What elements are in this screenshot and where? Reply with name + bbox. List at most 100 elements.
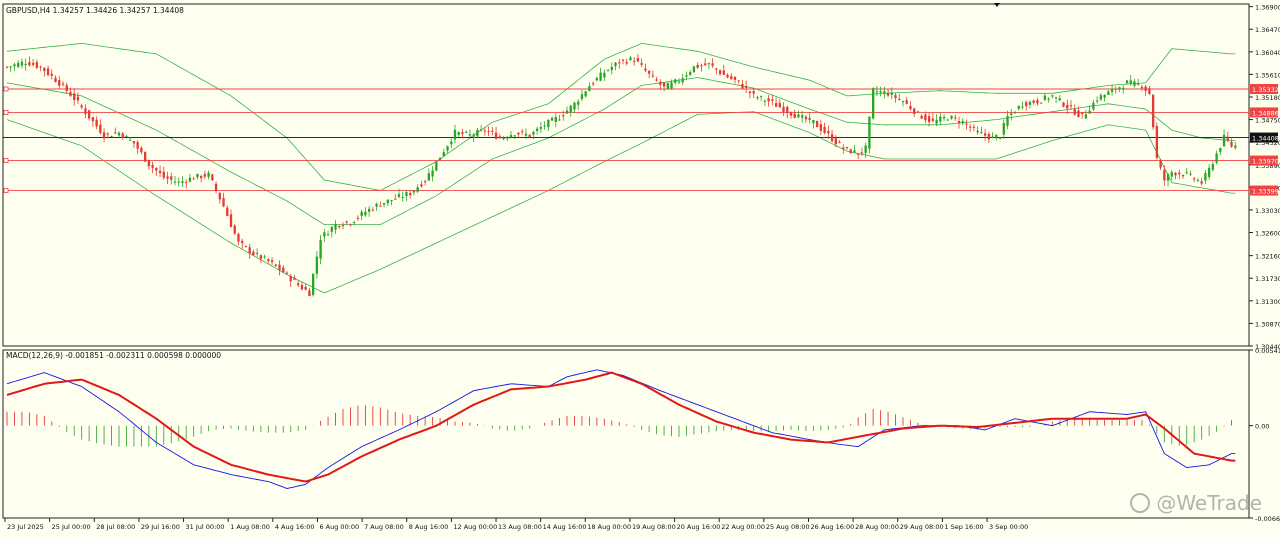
candle-bullish: [1013, 112, 1017, 114]
candle-bearish: [633, 60, 636, 62]
candle-bearish: [957, 121, 961, 124]
candle-bearish: [965, 123, 968, 125]
watermark-text: @WeTrade: [1156, 491, 1262, 515]
candle-bearish: [1140, 86, 1144, 89]
candle-bullish: [1211, 164, 1215, 170]
candle-bearish: [102, 132, 106, 139]
candle-bullish: [386, 199, 389, 204]
candle-bearish: [931, 118, 935, 121]
candle-bearish: [461, 132, 464, 134]
candle-bullish: [812, 119, 815, 124]
candle-bullish: [506, 137, 509, 139]
candle-bullish: [315, 256, 319, 274]
candle-bearish: [31, 62, 35, 65]
candle-bullish: [382, 202, 386, 205]
price-tick-label: 1.36470: [1255, 26, 1280, 34]
candle-bullish: [465, 131, 468, 133]
candle-bullish: [1166, 174, 1170, 181]
candle-bearish: [394, 198, 397, 200]
candle-bullish: [584, 91, 587, 97]
candle-bearish: [703, 63, 707, 66]
candle-bullish: [1103, 94, 1106, 98]
candle-bullish: [1215, 153, 1218, 163]
candle-bullish: [991, 136, 994, 139]
candle-bearish: [483, 130, 487, 132]
candle-bullish: [513, 135, 516, 137]
candle-bearish: [644, 68, 647, 71]
candle-bullish: [1021, 106, 1024, 108]
candle-bullish: [375, 203, 378, 207]
candle-bullish: [875, 91, 879, 93]
time-tick-label: 25 Aug 08:00: [766, 523, 810, 531]
time-tick-label: 4 Aug 16:00: [275, 523, 315, 531]
candle-bearish: [43, 67, 46, 72]
macd-pane-frame: [2, 349, 1250, 519]
candle-bullish: [801, 115, 804, 118]
price-pane[interactable]: 1.36900 1.36470 1.36040 1.35610 1.35180 1.347…: [2, 3, 1280, 351]
candle-bullish: [479, 129, 483, 131]
price-level-handle: [3, 86, 9, 92]
time-tick-label: 25 Jul 00:00: [52, 523, 91, 531]
candle-bearish: [886, 93, 890, 96]
candle-bullish: [1058, 98, 1061, 101]
candle-bullish: [1222, 135, 1226, 147]
candle-bullish: [610, 66, 613, 71]
candle-bearish: [214, 183, 218, 191]
candle-bearish: [140, 147, 143, 153]
bollinger-middle-band: [6, 77, 1236, 225]
candle-bullish: [311, 273, 315, 295]
candle-bearish: [954, 117, 957, 119]
candle-bullish: [117, 132, 121, 136]
candle-bullish: [1219, 148, 1222, 152]
candle-bearish: [830, 134, 834, 142]
candle-bearish: [1155, 126, 1159, 158]
macd-tick-label: -0.006609: [1255, 515, 1280, 523]
candle-bearish: [304, 286, 307, 290]
candle-bullish: [334, 224, 337, 230]
candle-bullish: [554, 117, 557, 122]
candle-bullish: [1137, 83, 1140, 85]
price-tick-label: 1.33030: [1255, 207, 1280, 215]
candle-bearish: [409, 193, 412, 196]
candle-bullish: [871, 88, 875, 119]
candle-bullish: [535, 128, 539, 131]
candle-bearish: [793, 113, 796, 119]
macd-tick-label: 0.00: [1255, 423, 1269, 431]
candle-bearish: [819, 124, 823, 131]
candle-bullish: [263, 256, 266, 258]
macd-pane[interactable]: 0.005416 0.00 -0.006609: [2, 347, 1280, 523]
candle-bearish: [338, 225, 341, 228]
candle-bearish: [5, 66, 9, 68]
price-level-label: 1.33399: [1252, 188, 1279, 196]
candle-bullish: [681, 78, 684, 83]
candle-bearish: [222, 198, 225, 207]
candle-bearish: [259, 255, 263, 259]
candle-bearish: [1077, 110, 1080, 118]
candle-bearish: [823, 126, 826, 133]
candle-bullish: [1051, 95, 1054, 97]
price-tick-label: 1.31730: [1255, 275, 1280, 283]
candle-bullish: [939, 116, 942, 122]
candle-bullish: [446, 146, 449, 151]
time-tick-label: 3 Sep 00:00: [989, 523, 1028, 531]
candle-bullish: [890, 92, 893, 95]
candle-bearish: [655, 79, 658, 81]
candle-bearish: [1114, 88, 1117, 90]
candle-bearish: [517, 132, 520, 135]
candle-bullish: [453, 129, 457, 140]
candle-bearish: [1062, 102, 1065, 107]
candle-bearish: [69, 91, 72, 97]
candle-bearish: [1230, 141, 1233, 147]
price-tick-label: 1.35180: [1255, 94, 1280, 102]
candle-bearish: [1151, 94, 1155, 128]
price-tick-label: 1.34320: [1255, 139, 1280, 147]
candle-bullish: [543, 125, 546, 127]
candle-bullish: [763, 100, 767, 102]
macd-header: MACD(12,26,9) -0.001851 -0.002311 0.0005…: [6, 351, 221, 360]
candle-bullish: [1084, 114, 1088, 119]
time-tick-label: 14 Aug 16:00: [543, 523, 587, 531]
candle-bearish: [827, 130, 830, 134]
candle-bullish: [573, 102, 576, 110]
candle-bullish: [961, 121, 964, 124]
